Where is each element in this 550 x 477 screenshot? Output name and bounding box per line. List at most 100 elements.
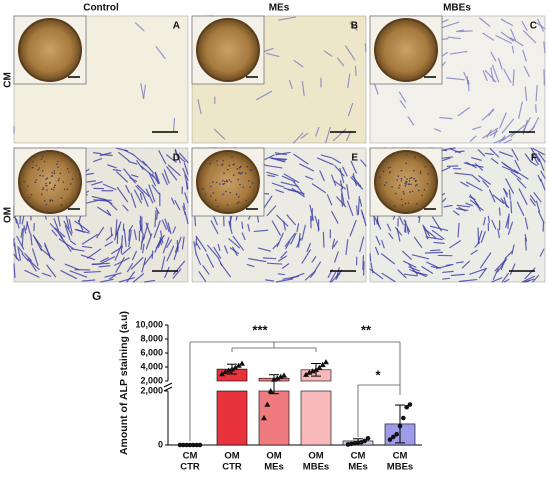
cell bbox=[128, 229, 132, 248]
inset-dot bbox=[42, 175, 44, 177]
cell bbox=[25, 221, 28, 231]
data-point bbox=[261, 415, 267, 421]
inset-dot bbox=[249, 186, 252, 188]
cell bbox=[195, 235, 207, 252]
cell bbox=[143, 84, 146, 100]
cell bbox=[53, 218, 59, 231]
inset-dot bbox=[236, 168, 239, 170]
cell bbox=[165, 154, 177, 163]
cell bbox=[482, 127, 499, 139]
inset-dot bbox=[35, 179, 37, 181]
inset-dot bbox=[413, 177, 415, 180]
cell bbox=[276, 158, 286, 161]
inset-dot bbox=[414, 156, 416, 159]
bar bbox=[216, 390, 248, 446]
cell bbox=[247, 223, 251, 232]
inset-dot bbox=[238, 196, 240, 198]
cell bbox=[232, 235, 244, 251]
x-tick-label: MEs bbox=[348, 462, 368, 473]
cell bbox=[69, 240, 76, 246]
cell bbox=[503, 188, 508, 198]
inset-dot bbox=[214, 199, 217, 201]
cell bbox=[455, 208, 469, 212]
inset-dot bbox=[231, 156, 233, 158]
cell bbox=[31, 248, 39, 267]
data-point bbox=[319, 361, 326, 368]
cell bbox=[354, 65, 357, 76]
cell bbox=[364, 43, 367, 52]
cell bbox=[408, 266, 421, 272]
cell bbox=[532, 153, 539, 166]
cell bbox=[538, 210, 545, 224]
cell bbox=[501, 118, 515, 134]
cell bbox=[257, 247, 271, 252]
x-tick-label: OM bbox=[224, 451, 239, 462]
inset-dot bbox=[411, 190, 414, 193]
cell bbox=[24, 269, 40, 278]
cell bbox=[51, 229, 58, 237]
inset-dot bbox=[238, 166, 241, 169]
cell bbox=[297, 232, 301, 248]
inset-dot bbox=[71, 178, 74, 180]
cell bbox=[116, 147, 129, 152]
inset-dot bbox=[226, 180, 229, 183]
inset-dot bbox=[426, 183, 429, 185]
cell bbox=[360, 209, 367, 227]
inset-dot bbox=[223, 182, 225, 185]
cell bbox=[155, 46, 166, 59]
cell bbox=[490, 51, 497, 62]
cell bbox=[524, 86, 528, 101]
cell bbox=[455, 261, 464, 264]
cell bbox=[329, 271, 337, 283]
cell bbox=[107, 164, 117, 169]
cell bbox=[336, 267, 340, 279]
cell bbox=[332, 128, 347, 142]
inset-dot bbox=[389, 170, 391, 173]
cell bbox=[331, 238, 336, 250]
cell bbox=[280, 181, 299, 188]
cell bbox=[322, 231, 325, 248]
inset-dot bbox=[45, 182, 47, 185]
inset-dot bbox=[398, 184, 401, 187]
inset-dot bbox=[57, 166, 59, 168]
cell bbox=[112, 169, 122, 172]
cell bbox=[441, 21, 460, 29]
y-tick-label: 0 bbox=[158, 439, 163, 449]
column-header: Control bbox=[83, 3, 119, 14]
inset-dot bbox=[224, 180, 226, 183]
inset-dot bbox=[212, 192, 215, 194]
micrograph: E bbox=[191, 147, 367, 283]
x-tick-label: CM bbox=[393, 451, 408, 462]
panel-letter: D bbox=[173, 153, 180, 164]
data-point bbox=[391, 434, 396, 440]
cell bbox=[194, 216, 197, 227]
cell bbox=[49, 223, 63, 238]
cell bbox=[87, 248, 102, 259]
cell bbox=[510, 28, 517, 41]
y-tick-label: 2,000 bbox=[140, 385, 163, 395]
panel-letter: B bbox=[351, 21, 358, 32]
cell bbox=[206, 253, 214, 268]
cell bbox=[479, 17, 491, 27]
cell bbox=[538, 152, 546, 163]
inset-dot bbox=[398, 186, 400, 189]
inset-dot bbox=[39, 174, 41, 177]
cell bbox=[174, 150, 180, 160]
cell bbox=[104, 241, 114, 247]
cell bbox=[540, 178, 546, 191]
cell bbox=[463, 71, 470, 85]
cell bbox=[114, 244, 123, 261]
cell bbox=[305, 175, 314, 180]
cell bbox=[442, 147, 456, 151]
cell bbox=[217, 243, 221, 252]
cell bbox=[494, 259, 506, 272]
inset-dot bbox=[404, 182, 406, 185]
panel-letter: A bbox=[173, 21, 180, 32]
data-point bbox=[309, 368, 316, 374]
inset-well bbox=[18, 18, 82, 82]
cell bbox=[341, 193, 343, 207]
cell bbox=[131, 250, 137, 261]
cell bbox=[135, 185, 144, 194]
inset-dot bbox=[232, 163, 235, 166]
cell bbox=[265, 52, 280, 57]
